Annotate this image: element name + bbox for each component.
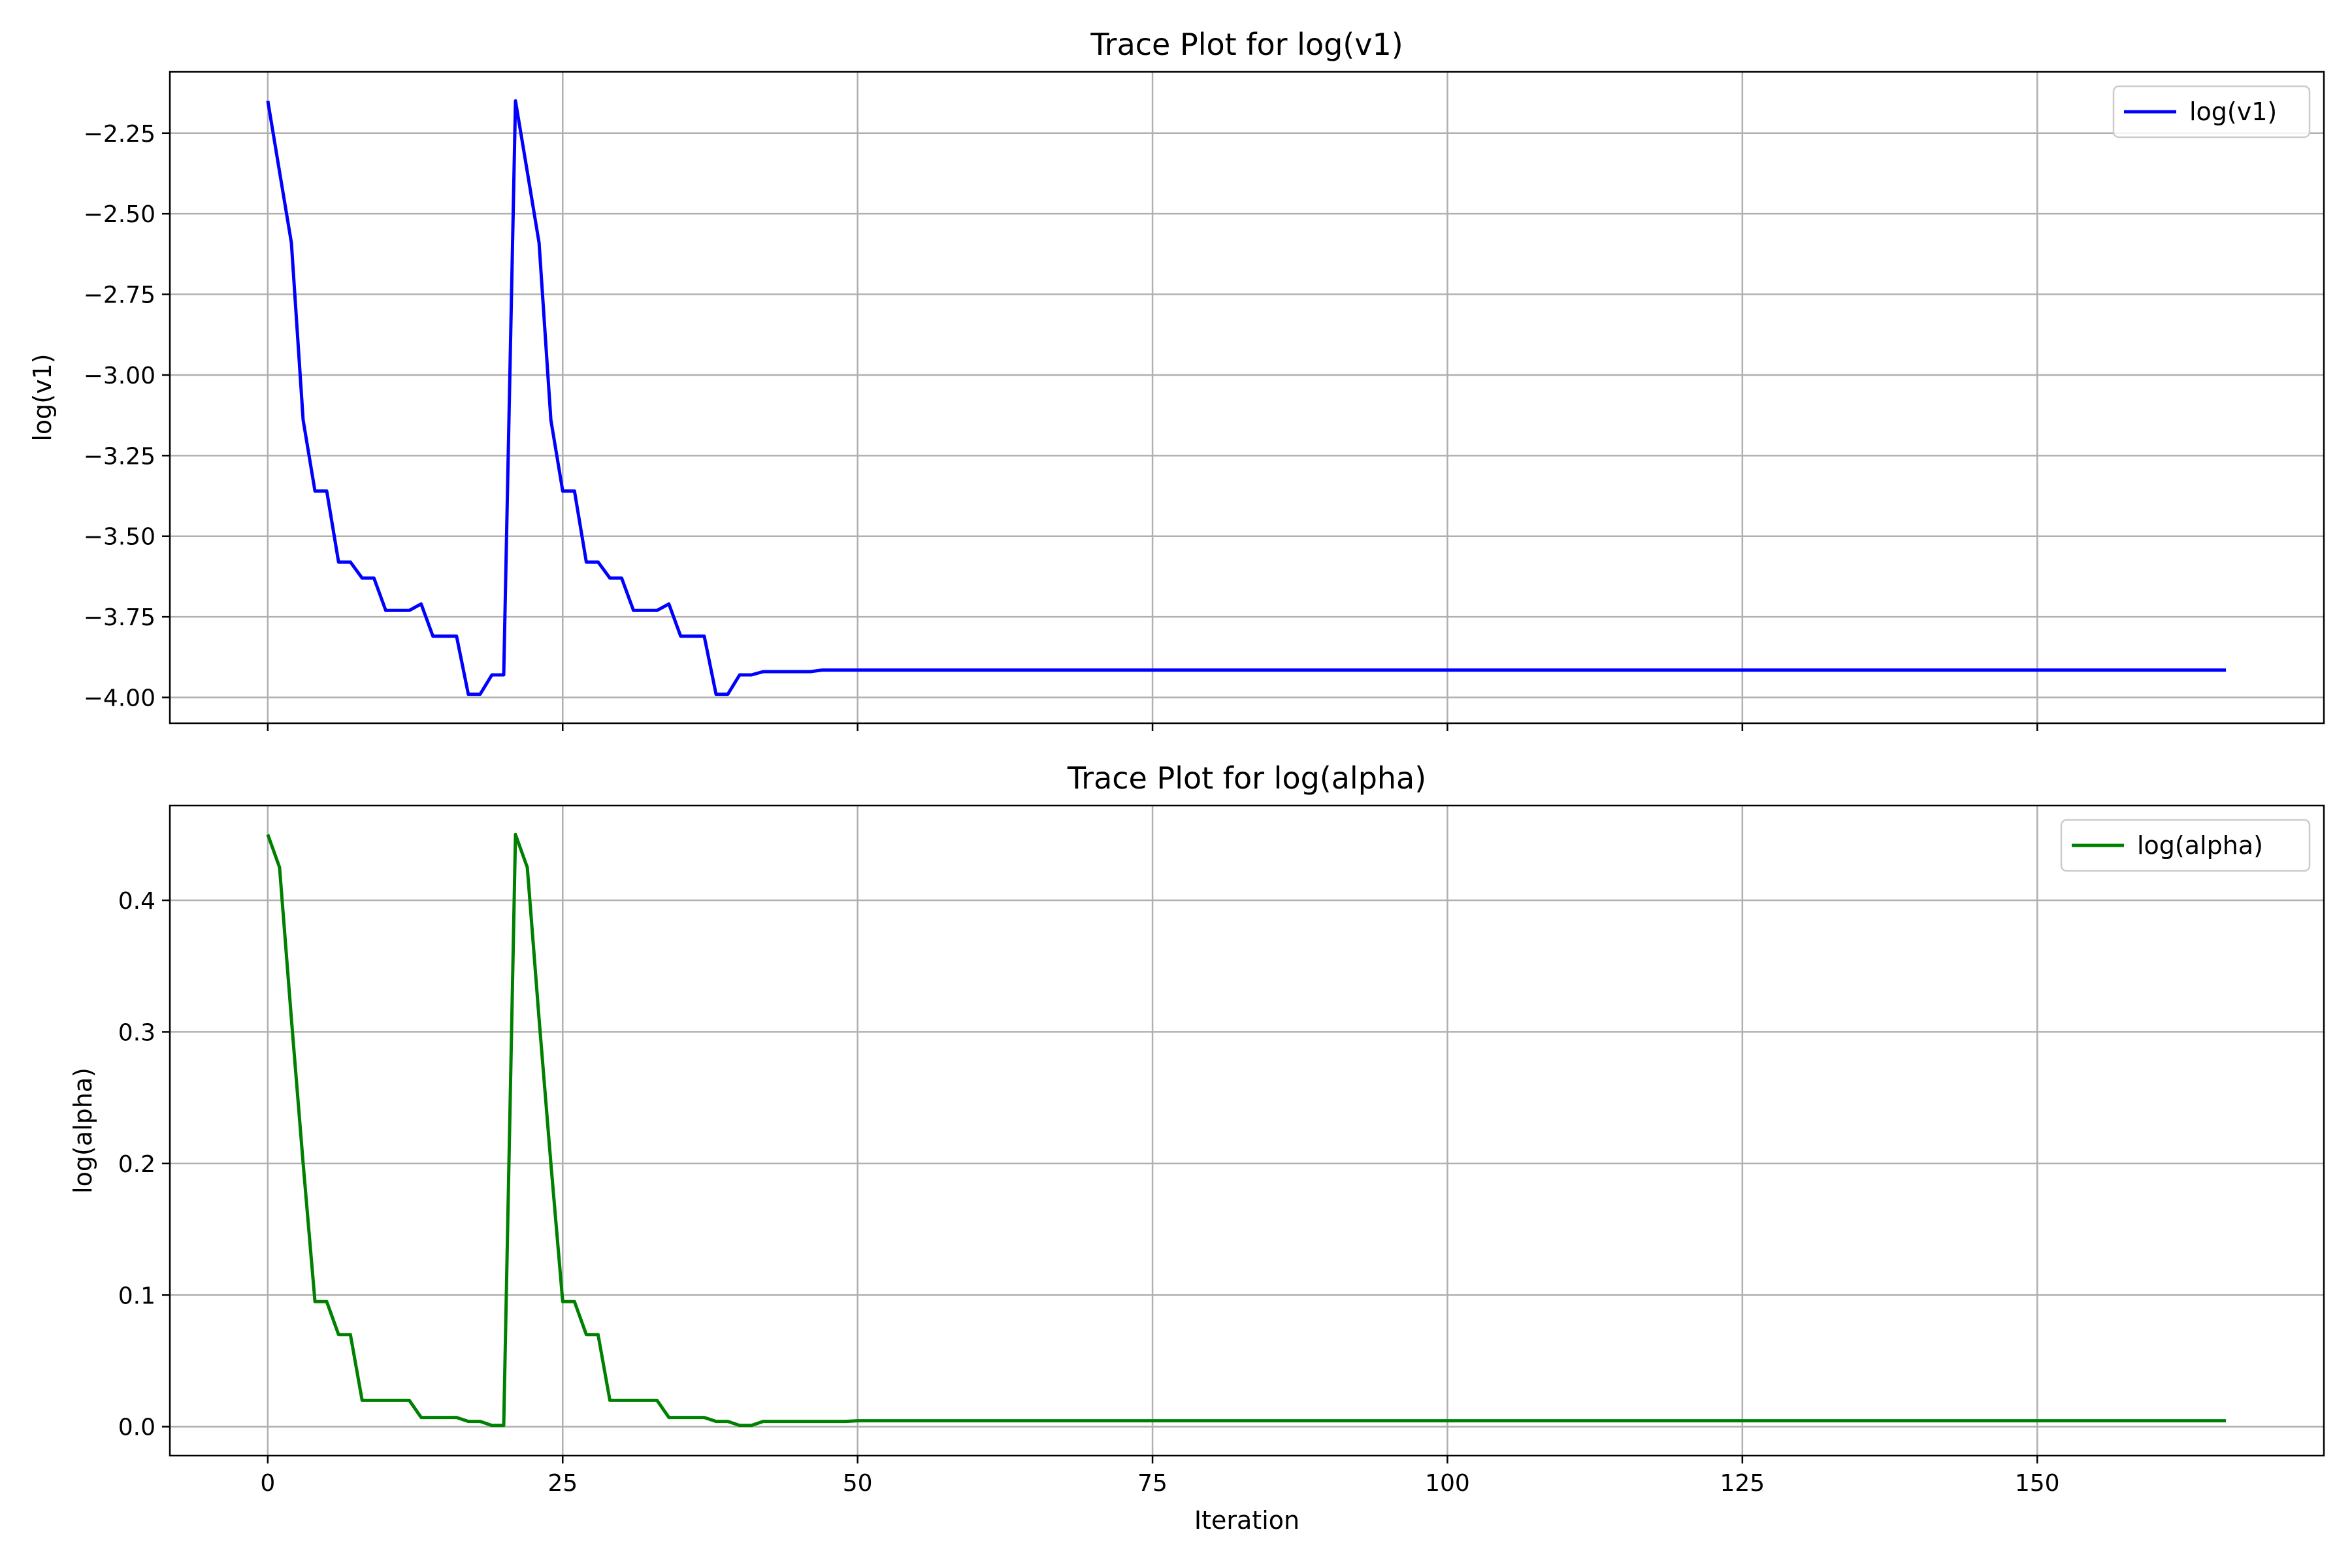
axes-frame <box>169 71 2325 725</box>
y-axis-label: log(alpha) <box>69 1068 97 1194</box>
legend-label-log-v1: log(v1) <box>2189 97 2277 126</box>
x-ticks: 0 25 50 75 100 125 150 <box>260 1456 2060 1497</box>
y-tick-label: −3.75 <box>84 604 155 631</box>
x-axis-label: Iteration <box>1194 1506 1299 1535</box>
y-ticks: 0.0 0.1 0.2 0.3 0.4 <box>118 888 170 1441</box>
y-axis-label: log(v1) <box>28 353 57 441</box>
x-ticks <box>267 723 2038 731</box>
y-tick-label: −2.50 <box>84 201 155 228</box>
chart-title: Trace Plot for log(alpha) <box>1067 760 1426 796</box>
series-line-log-alpha <box>266 832 2227 1428</box>
y-tick-label: −4.00 <box>84 685 155 712</box>
legend-label-log-alpha: log(alpha) <box>2137 831 2263 860</box>
x-tick-label: 100 <box>1425 1470 1470 1497</box>
x-tick-label: 0 <box>260 1470 275 1497</box>
x-tick-label: 50 <box>843 1470 873 1497</box>
y-tick-label: −3.00 <box>84 363 155 389</box>
y-tick-label: 0.0 <box>118 1414 155 1441</box>
y-tick-label: 0.1 <box>118 1282 155 1309</box>
y-tick-label: −3.50 <box>84 524 155 551</box>
panel-log-v1: −4.00 −3.75 −3.50 −3.25 −3.00 −2.75 −2.50 −2.25… <box>28 27 2325 731</box>
legend-box <box>2112 85 2311 139</box>
y-tick-label: −2.25 <box>84 121 155 148</box>
series-line-log-v1 <box>266 99 2227 696</box>
legend: log(alpha) <box>2060 819 2311 872</box>
y-tick-label: −3.25 <box>84 443 155 470</box>
x-tick-label: 75 <box>1137 1470 1168 1497</box>
y-tick-label: 0.2 <box>118 1151 155 1178</box>
axes-frame <box>169 804 2325 1457</box>
legend: log(v1) <box>2112 85 2311 139</box>
x-tick-label: 25 <box>547 1470 578 1497</box>
y-tick-label: 0.3 <box>118 1019 155 1046</box>
x-tick-label: 150 <box>2015 1470 2060 1497</box>
chart-title: Trace Plot for log(v1) <box>1090 27 1403 62</box>
grid <box>170 72 2324 723</box>
y-ticks: −4.00 −3.75 −3.50 −3.25 −3.00 −2.75 −2.50 −2.25 <box>84 121 170 712</box>
panel-log-alpha: 0 25 50 75 100 125 150 0.0 0.1 0.2 0.3 0.4 Trace P… <box>69 760 2325 1535</box>
y-tick-label: −2.75 <box>84 282 155 309</box>
legend-box <box>2060 819 2311 872</box>
y-tick-label: 0.4 <box>118 888 155 915</box>
x-tick-label: 125 <box>1720 1470 1765 1497</box>
